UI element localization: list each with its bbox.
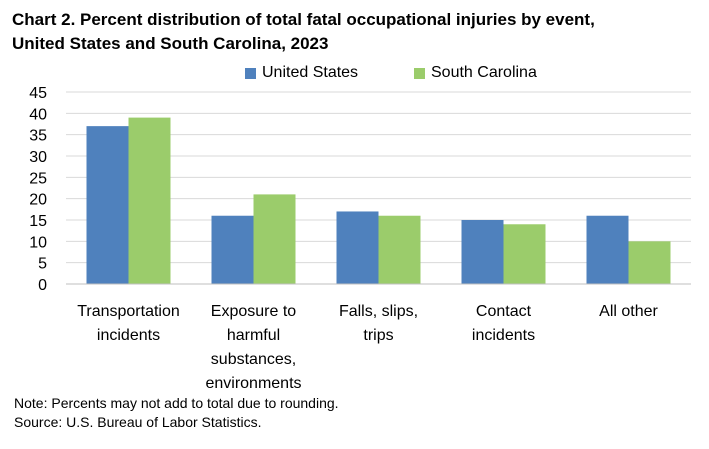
x-tick-label-0-line-1: incidents [97,327,160,344]
y-tick-label-35: 35 [29,128,47,145]
bar-united-states-0 [86,126,129,284]
y-tick-label-45: 45 [29,85,47,102]
legend-item-south-carolina: South Carolina [414,64,537,82]
x-tick-label-2-line-1: trips [363,327,393,344]
chart-title-line-1: Chart 2. Percent distribution of total f… [12,10,595,29]
x-tick-label-1-line-0: Exposure to [211,303,296,320]
x-tick-label-2-line-0: Falls, slips, [339,303,418,320]
note-text: Note: Percents may not add to total due … [14,395,339,411]
y-tick-label-0: 0 [38,277,47,294]
legend-label-south-carolina: South Carolina [431,64,537,81]
y-tick-label-30: 30 [29,149,47,166]
y-tick-label-20: 20 [29,192,47,209]
chart-notes: Note: Percents may not add to total due … [14,394,339,432]
chart-title-line-2: United States and South Carolina, 2023 [12,34,329,53]
bar-south-carolina-2 [378,215,421,284]
legend-label-united-states: United States [262,64,359,81]
y-tick-label-15: 15 [29,213,47,230]
x-tick-label-1-line-2: substances, [211,351,296,368]
bar-united-states-4 [586,215,629,284]
x-tick-label-3-line-0: Contact [476,303,532,320]
chart-legend: United States South Carolina [0,64,709,84]
x-tick-label-1-line-1: harmful [227,327,280,344]
bar-united-states-1 [211,215,254,284]
x-tick-label-3-line-1: incidents [472,327,535,344]
bar-south-carolina-3 [503,224,546,284]
legend-swatch-united-states [245,67,256,79]
source-text: Source: U.S. Bureau of Labor Statistics. [14,414,262,430]
chart-title: Chart 2. Percent distribution of total f… [12,8,702,56]
y-tick-label-40: 40 [29,106,47,123]
bar-south-carolina-1 [253,194,296,284]
y-tick-label-25: 25 [29,170,47,187]
x-tick-label-1-line-3: environments [205,375,301,392]
bar-united-states-2 [336,211,379,284]
legend-item-united-states: United States [245,64,358,82]
x-tick-label-0-line-0: Transportation [77,303,180,320]
y-tick-label-5: 5 [38,256,47,273]
bar-south-carolina-4 [628,241,671,284]
x-tick-label-4-line-0: All other [599,303,658,320]
bar-south-carolina-0 [128,117,171,284]
bar-united-states-3 [461,220,504,284]
y-tick-label-10: 10 [29,234,47,251]
legend-swatch-south-carolina [414,67,425,79]
